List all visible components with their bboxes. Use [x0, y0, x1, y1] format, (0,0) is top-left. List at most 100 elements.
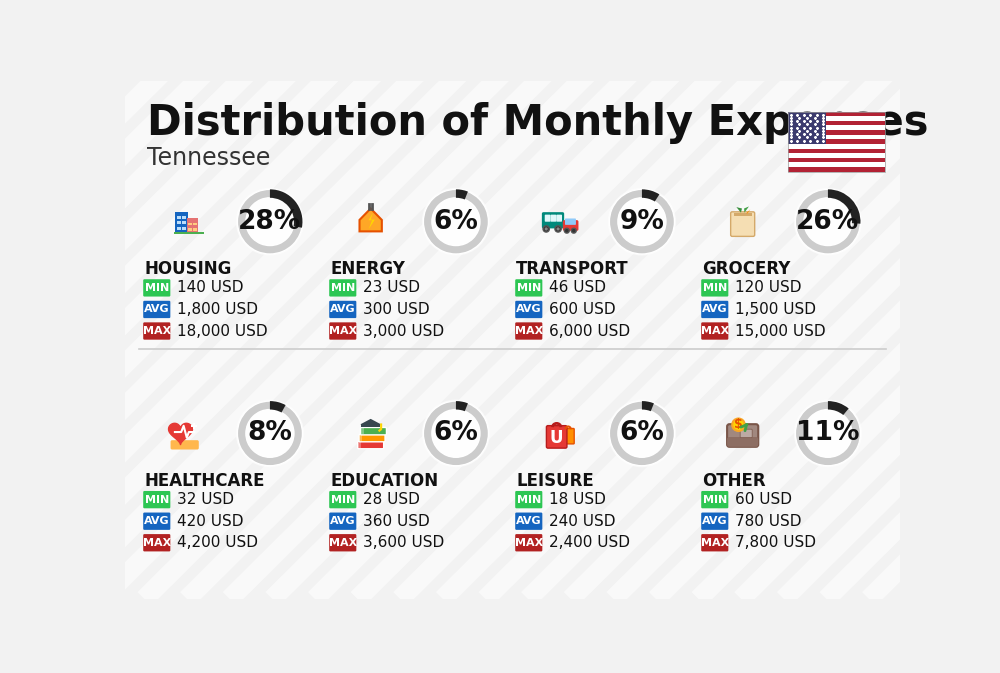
Polygon shape	[360, 209, 382, 232]
Polygon shape	[736, 207, 742, 213]
FancyBboxPatch shape	[188, 227, 192, 231]
Text: 420 USD: 420 USD	[177, 513, 243, 529]
FancyBboxPatch shape	[788, 135, 885, 139]
FancyBboxPatch shape	[177, 221, 181, 224]
Text: 3,600 USD: 3,600 USD	[363, 535, 444, 551]
Text: MAX: MAX	[701, 538, 729, 548]
Circle shape	[422, 400, 490, 467]
Text: HOUSING: HOUSING	[144, 260, 232, 278]
Text: MIN: MIN	[517, 283, 541, 293]
Circle shape	[732, 419, 745, 431]
Circle shape	[794, 188, 862, 256]
Text: 46 USD: 46 USD	[549, 281, 606, 295]
Circle shape	[564, 228, 569, 233]
FancyBboxPatch shape	[563, 220, 578, 231]
FancyBboxPatch shape	[188, 223, 192, 225]
Text: 300 USD: 300 USD	[363, 302, 430, 317]
FancyBboxPatch shape	[182, 221, 186, 224]
Text: 3,000 USD: 3,000 USD	[363, 324, 444, 339]
FancyBboxPatch shape	[545, 215, 551, 221]
Text: MIN: MIN	[145, 495, 169, 505]
Text: Distribution of Monthly Expenses: Distribution of Monthly Expenses	[147, 102, 928, 144]
FancyBboxPatch shape	[727, 437, 758, 447]
FancyBboxPatch shape	[193, 423, 195, 429]
Text: AVG: AVG	[516, 516, 542, 526]
Text: 4,200 USD: 4,200 USD	[177, 535, 258, 551]
Text: 18,000 USD: 18,000 USD	[177, 324, 268, 339]
Circle shape	[555, 226, 561, 232]
Wedge shape	[828, 401, 849, 415]
FancyBboxPatch shape	[361, 425, 380, 427]
Wedge shape	[237, 189, 302, 254]
Text: MAX: MAX	[143, 538, 171, 548]
FancyBboxPatch shape	[701, 301, 728, 318]
Text: MAX: MAX	[515, 326, 543, 336]
Text: 6%: 6%	[619, 421, 664, 446]
Circle shape	[545, 227, 548, 231]
FancyBboxPatch shape	[701, 513, 728, 530]
Text: 1,800 USD: 1,800 USD	[177, 302, 258, 317]
Text: MAX: MAX	[143, 326, 171, 336]
FancyBboxPatch shape	[546, 425, 567, 448]
FancyBboxPatch shape	[329, 513, 356, 530]
Wedge shape	[270, 401, 286, 413]
Text: 26%: 26%	[796, 209, 860, 235]
Text: 11%: 11%	[796, 421, 860, 446]
FancyBboxPatch shape	[143, 534, 170, 551]
Text: $: $	[734, 418, 743, 431]
Circle shape	[804, 198, 852, 246]
FancyBboxPatch shape	[731, 212, 755, 236]
FancyBboxPatch shape	[701, 279, 728, 297]
Wedge shape	[828, 189, 860, 223]
Text: MIN: MIN	[331, 495, 355, 505]
Wedge shape	[609, 189, 674, 254]
Text: 120 USD: 120 USD	[735, 281, 801, 295]
Circle shape	[618, 410, 666, 457]
FancyBboxPatch shape	[515, 322, 542, 340]
Wedge shape	[642, 189, 659, 201]
Text: ENERGY: ENERGY	[330, 260, 405, 278]
FancyBboxPatch shape	[788, 162, 885, 167]
Text: OTHER: OTHER	[702, 472, 766, 490]
FancyBboxPatch shape	[143, 279, 170, 297]
Text: AVG: AVG	[516, 304, 542, 314]
FancyBboxPatch shape	[788, 153, 885, 157]
FancyBboxPatch shape	[542, 212, 564, 228]
FancyBboxPatch shape	[191, 425, 197, 427]
Text: MIN: MIN	[703, 283, 727, 293]
Polygon shape	[360, 419, 381, 425]
Circle shape	[246, 410, 294, 457]
Text: 6%: 6%	[433, 209, 478, 235]
FancyBboxPatch shape	[329, 491, 356, 508]
Wedge shape	[456, 401, 468, 411]
FancyBboxPatch shape	[788, 167, 885, 172]
Wedge shape	[423, 401, 488, 466]
FancyBboxPatch shape	[788, 130, 885, 135]
Text: AVG: AVG	[330, 304, 356, 314]
FancyBboxPatch shape	[788, 157, 885, 162]
FancyBboxPatch shape	[358, 442, 361, 448]
Polygon shape	[746, 209, 750, 213]
Polygon shape	[369, 213, 375, 229]
FancyBboxPatch shape	[143, 301, 170, 318]
Circle shape	[236, 400, 304, 467]
FancyBboxPatch shape	[329, 301, 356, 318]
FancyBboxPatch shape	[143, 513, 170, 530]
Text: AVG: AVG	[702, 304, 728, 314]
FancyBboxPatch shape	[329, 534, 356, 551]
FancyBboxPatch shape	[187, 218, 198, 233]
Text: 32 USD: 32 USD	[177, 492, 234, 507]
Text: MAX: MAX	[701, 326, 729, 336]
Text: HEALTHCARE: HEALTHCARE	[144, 472, 265, 490]
Text: 23 USD: 23 USD	[363, 281, 420, 295]
Text: 6,000 USD: 6,000 USD	[549, 324, 630, 339]
FancyBboxPatch shape	[361, 428, 364, 434]
FancyBboxPatch shape	[182, 227, 186, 229]
Text: LEISURE: LEISURE	[516, 472, 594, 490]
FancyBboxPatch shape	[788, 120, 885, 125]
FancyBboxPatch shape	[788, 149, 885, 153]
Circle shape	[543, 226, 549, 232]
Text: MIN: MIN	[703, 495, 727, 505]
FancyBboxPatch shape	[171, 440, 199, 450]
FancyBboxPatch shape	[359, 434, 385, 441]
